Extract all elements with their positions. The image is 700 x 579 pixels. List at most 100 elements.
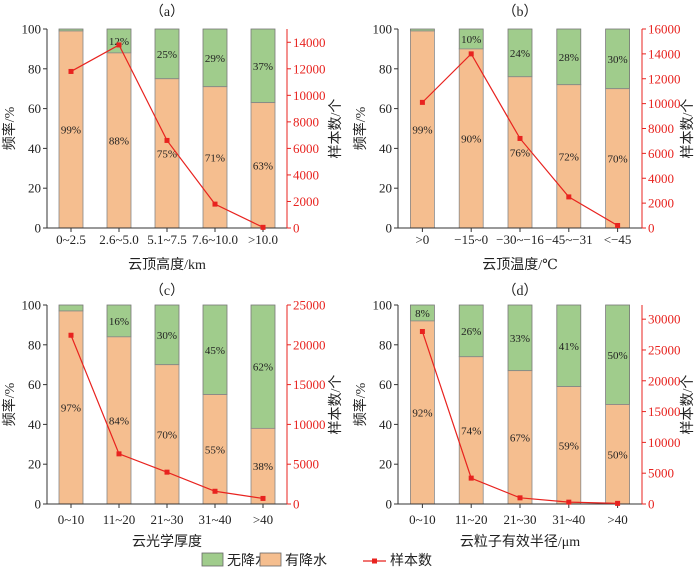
bar-precip [106,52,132,229]
panel-title: （a） [150,4,184,20]
y-tick-label: 40 [28,417,41,432]
bar-no-precip [154,28,180,80]
panel-a: 99% 0~2.5 88% 12% 2.6~5.0 75% 25% 5.1~7.5 71% 29%… [1,4,344,273]
x-tick-label: 31~40 [198,512,231,527]
y-tick-label: 20 [379,181,392,196]
x-tick-label: >40 [607,512,627,527]
y-tick-label: 20 [28,181,41,196]
y2-tick-label: 6000 [293,141,319,156]
legend-marker-samples [372,558,377,564]
bar-no-precip [458,304,484,358]
data-label-no-precip: 12% [109,36,129,48]
bar-precip [605,404,630,505]
bar-no-precip [507,28,533,78]
bar-precip [202,394,228,505]
x-tick-label: 0~10 [409,512,436,527]
data-label-no-precip: 25% [157,49,177,61]
y2-tick-label: 20000 [293,337,326,352]
legend-swatch-no-precip [201,552,224,567]
y2-tick-label: 20000 [648,373,681,388]
data-label-precip: 55% [205,444,225,456]
samples-point [615,223,621,229]
bar-precip [409,320,435,505]
panel-b: 99% >0 90% 10% −15~0 76% 24% −30~−16 72% 28% −45~−… [352,4,696,273]
y-tick-label: 80 [28,337,41,352]
y2-tick-label: 25000 [293,298,326,313]
x-tick-label: 31~40 [552,512,585,527]
data-label-precip: 70% [608,153,628,165]
x-tick-label: 0~10 [58,512,85,527]
bar-precip [507,76,533,229]
y2-tick-label: 4000 [293,167,319,182]
bar-precip [556,84,582,229]
data-label-no-precip: 24% [510,48,530,60]
x-tick-label: >40 [253,512,273,527]
x-tick-label: −45~−31 [545,232,593,247]
legend-label-no-precip: 无降水 [227,553,269,569]
data-label-no-precip: 50% [608,350,628,362]
x-tick-label: 7.6~10.0 [192,232,238,247]
y-tick-label: 80 [379,61,392,76]
samples-point [116,451,122,457]
data-label-no-precip: 30% [608,54,628,66]
bar-no-precip [202,28,228,88]
data-label-no-precip: 41% [559,341,579,353]
x-tick-label: 0~2.5 [56,232,86,247]
data-label-precip: 63% [253,160,273,172]
samples-point [164,137,170,143]
y2-tick-label: 8000 [293,114,319,129]
panel-title: （c） [150,283,184,299]
panel-title: （b） [503,4,538,20]
bar-precip [106,336,132,505]
bar-precip [250,427,276,505]
samples-point [260,495,266,501]
samples-point [566,194,572,200]
bar-precip [58,30,84,229]
legend: 无降水 有降水 样本数 [201,552,432,569]
y2-tick-label: 8000 [648,121,674,136]
data-label-precip: 75% [157,148,177,160]
y-tick-label: 100 [373,298,393,313]
y2-tick-label: 10000 [293,88,326,103]
y-tick-label: 20 [28,457,41,472]
bar-precip [250,102,276,229]
bar-precip [556,386,582,505]
y-tick-label: 0 [35,221,42,236]
y-tick-label: 0 [386,497,393,512]
y2-tick-label: 0 [648,221,655,236]
y-axis-title: 频率/% [352,382,369,426]
x-axis-title: 云顶温度/℃ [482,257,558,273]
y2-tick-label: 10000 [648,96,681,111]
y-tick-label: 60 [28,101,41,116]
data-label-precip: 50% [608,449,628,461]
samples-point [517,135,523,141]
data-label-precip: 99% [61,124,81,136]
y2-tick-label: 15000 [293,377,326,392]
x-tick-label: 11~20 [103,512,136,527]
y2-tick-label: 25000 [648,342,681,357]
data-label-no-precip: 30% [157,330,177,342]
x-tick-label: 21~30 [503,512,536,527]
panel-c: 97% 0~10 84% 16% 11~20 70% 30% 21~30 55% 45% 31~40… [1,283,344,550]
samples-point [68,68,74,74]
data-label-precip: 74% [461,425,481,437]
x-tick-label: 2.6~5.0 [99,232,139,247]
data-label-precip: 99% [412,124,432,136]
x-tick-label: >10.0 [248,232,278,247]
y2-tick-label: 16000 [648,22,681,37]
y-tick-label: 40 [379,141,392,156]
samples-point [164,469,170,475]
y2-tick-label: 15000 [648,404,681,419]
samples-point [419,328,425,334]
data-label-no-precip: 28% [559,52,579,64]
y-tick-label: 100 [22,22,42,37]
y-tick-label: 60 [379,101,392,116]
y2-tick-label: 0 [293,497,300,512]
data-label-precip: 76% [510,147,530,159]
samples-point [517,495,523,501]
x-axis-title: 云光学厚度 [132,534,202,550]
data-label-precip: 97% [61,402,81,414]
samples-point [468,51,474,57]
y2-tick-label: 10000 [648,435,681,450]
